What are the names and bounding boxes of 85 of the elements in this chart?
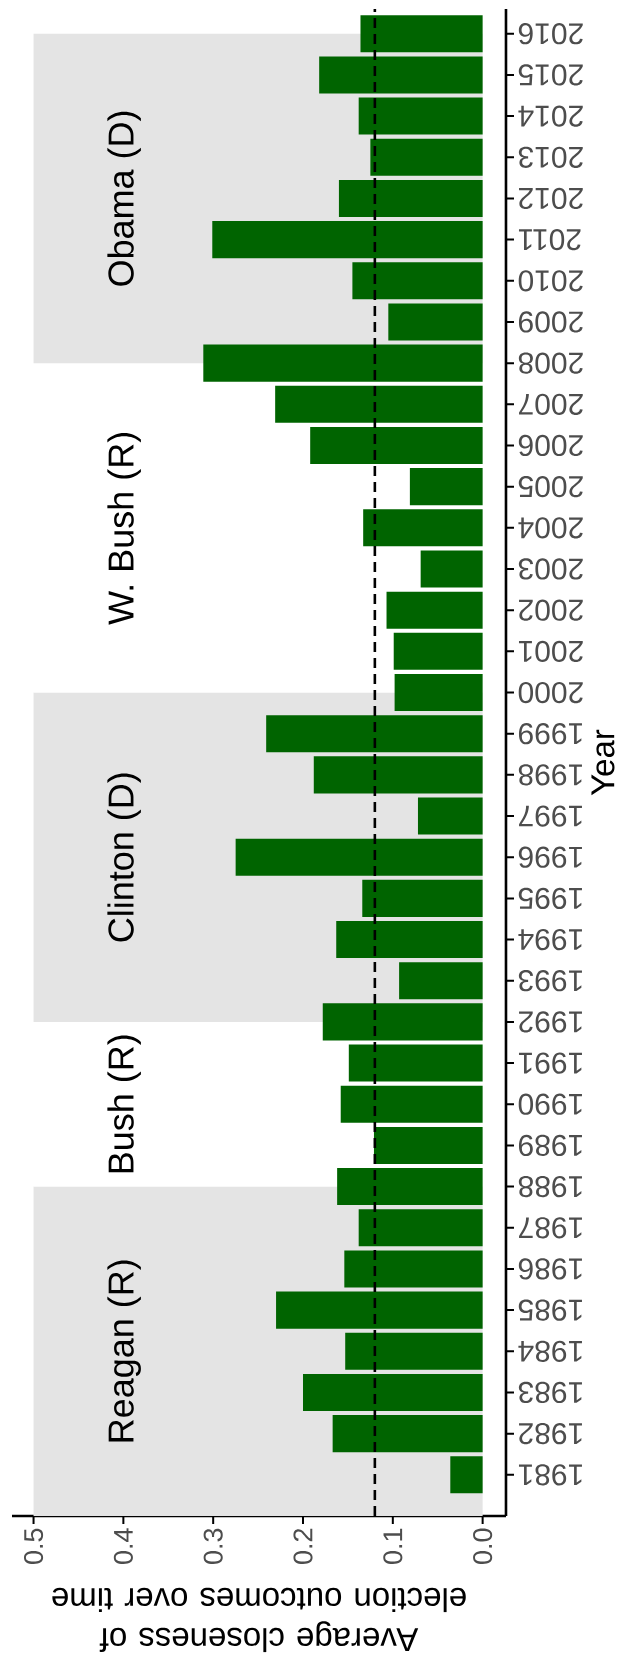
bar — [358, 1209, 483, 1247]
y-tick-label: 2003 — [518, 558, 583, 580]
y-tick-label: 2013 — [518, 146, 583, 168]
x-tick-label: 0.2 — [293, 1528, 313, 1564]
bar — [336, 921, 483, 959]
bar — [332, 1415, 483, 1453]
y-tick-label: 1996 — [518, 846, 582, 868]
y-tick-label: 1995 — [518, 887, 582, 910]
y-tick-label: 1994 — [518, 928, 582, 951]
bar — [275, 385, 483, 423]
x-axis-title: Average closeness of election outcomes over time — [52, 1587, 466, 1653]
bar — [266, 715, 483, 753]
y-tick-label: 1999 — [518, 723, 582, 745]
bar — [212, 221, 483, 259]
y-tick-label: 2011 — [518, 228, 581, 251]
y-tick-label: 2001 — [518, 640, 583, 662]
y-tick-label: 1993 — [518, 970, 582, 992]
bar — [303, 1373, 483, 1411]
y-tick-label: 2012 — [519, 187, 583, 210]
bar — [203, 344, 483, 382]
y-tick-label: 2008 — [518, 352, 583, 374]
y-tick-label: 1990 — [518, 1093, 582, 1115]
x-tick-label: 0.4 — [113, 1528, 133, 1564]
bar — [344, 1250, 483, 1288]
y-tick-label: 1989 — [518, 1134, 582, 1157]
y-tick-label: 1988 — [518, 1175, 582, 1198]
y-tick-label: 1981 — [518, 1464, 582, 1486]
x-tick-label: 0.3 — [203, 1528, 223, 1564]
band-label: Bush (R) — [107, 1035, 141, 1173]
y-axis-title: Year — [591, 729, 615, 796]
band-label: Clinton (D) — [107, 773, 141, 942]
y-tick-label: 2014 — [518, 105, 583, 127]
bar — [363, 509, 483, 547]
bar — [393, 632, 483, 670]
band-label: Reagan (R) — [107, 1260, 141, 1442]
bar — [358, 97, 483, 135]
bar — [345, 1332, 483, 1370]
y-tick-label: 1982 — [519, 1423, 582, 1445]
y-tick-label: 2005 — [518, 476, 583, 498]
band-label: Obama (D) — [107, 111, 141, 286]
y-tick-label: 1998 — [518, 764, 582, 786]
y-tick-label: 1985 — [518, 1299, 582, 1321]
y-tick-label: 1984 — [518, 1340, 582, 1362]
y-tick-label: 2009 — [518, 311, 583, 333]
bar — [417, 797, 483, 835]
bar — [362, 879, 483, 917]
y-tick-label: 1986 — [518, 1258, 582, 1280]
bar — [322, 1003, 483, 1041]
bar — [310, 426, 483, 464]
y-tick-label: 2010 — [518, 270, 583, 292]
y-tick-label: 1983 — [518, 1381, 582, 1404]
bar — [276, 1291, 483, 1329]
bar — [338, 179, 483, 217]
y-tick-label: 2015 — [518, 64, 583, 86]
bar — [409, 468, 483, 506]
band-label: W. Bush (R) — [107, 433, 141, 625]
bar — [313, 756, 483, 794]
y-tick-label: 1991 — [518, 1052, 582, 1074]
y-tick-label: 1992 — [519, 1011, 582, 1033]
bar — [337, 1168, 483, 1206]
bar — [373, 1126, 483, 1164]
y-tick-label: 2006 — [518, 434, 583, 457]
bar — [370, 138, 483, 176]
bar — [399, 962, 483, 1000]
bar — [450, 1456, 483, 1494]
bar — [360, 15, 483, 53]
bar — [386, 591, 483, 629]
y-tick-label: 1987 — [519, 1217, 582, 1239]
bar — [340, 1085, 483, 1123]
x-tick-label: 0.0 — [473, 1528, 493, 1564]
y-tick-label: 2007 — [519, 393, 583, 415]
y-tick-label: 2000 — [518, 681, 583, 704]
y-tick-label: 2002 — [519, 599, 583, 621]
y-tick-label: 2004 — [518, 517, 583, 539]
bar — [420, 550, 483, 588]
bar — [319, 56, 483, 94]
y-tick-label: 1997 — [519, 805, 582, 827]
x-tick-label: 0.5 — [23, 1528, 44, 1564]
bar — [348, 1044, 483, 1082]
bar — [394, 673, 483, 712]
bar — [352, 262, 483, 300]
bar — [388, 303, 483, 341]
bar — [235, 838, 483, 876]
y-tick-label: 2016 — [518, 23, 583, 45]
x-tick-label: 0.1 — [383, 1528, 403, 1564]
